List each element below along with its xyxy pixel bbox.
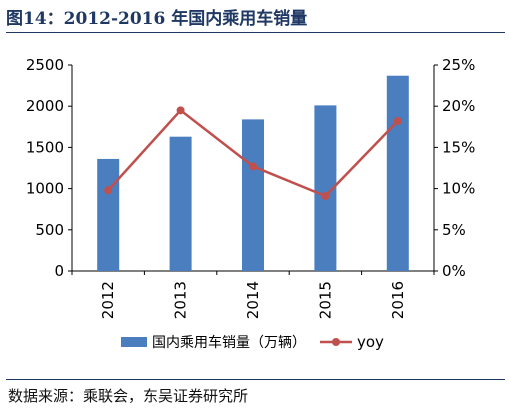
y-tick-label: 2500 <box>26 56 64 74</box>
y-tick-label: 0 <box>54 262 64 280</box>
x-tick-label: 2016 <box>389 281 407 319</box>
yoy-point-2014 <box>249 162 257 171</box>
bar-2012 <box>97 158 120 271</box>
x-tick-label: 2013 <box>172 281 190 319</box>
yoy-point-2013 <box>176 106 185 115</box>
y-tick-label: 2000 <box>26 97 64 115</box>
yoy-point-2016 <box>393 117 402 126</box>
y-tick-label: 1500 <box>26 138 64 156</box>
y2-tick-label: 20% <box>442 97 475 115</box>
title-divider <box>6 32 505 33</box>
legend-swatch-bar <box>121 337 147 347</box>
bar-2014 <box>242 119 264 271</box>
bar-2015 <box>314 105 337 271</box>
bar-2013 <box>169 136 192 271</box>
y2-tick-label: 5% <box>442 221 466 239</box>
legend-label-line: yoy <box>357 333 384 351</box>
bar-2016 <box>386 75 409 271</box>
chart: 0 500 1000 1500 2000 2500 0% 5% 10% 15% 20% 25% 2012… <box>26 56 476 351</box>
yoy-point-2015 <box>321 192 330 201</box>
y2-tick-label: 0% <box>442 262 466 280</box>
source-divider <box>6 379 505 380</box>
source-note: 数据来源：乘联会，东吴证券研究所 <box>8 387 249 405</box>
y-tick-label: 500 <box>35 221 64 239</box>
x-tick-label: 2012 <box>99 281 117 319</box>
yoy-point-2012 <box>104 186 113 195</box>
x-tick-label: 2014 <box>244 281 262 319</box>
legend-swatch-marker <box>332 338 340 346</box>
y2-tick-label: 10% <box>442 180 475 198</box>
y-tick-label: 1000 <box>26 180 64 198</box>
y2-tick-label: 25% <box>442 56 475 74</box>
y2-tick-label: 15% <box>442 138 475 156</box>
figure-title: 图14：2012-2016 年国内乘用车销量 <box>6 9 308 29</box>
x-tick-label: 2015 <box>316 281 334 319</box>
legend-label-bar: 国内乘用车销量（万辆） <box>152 334 306 351</box>
